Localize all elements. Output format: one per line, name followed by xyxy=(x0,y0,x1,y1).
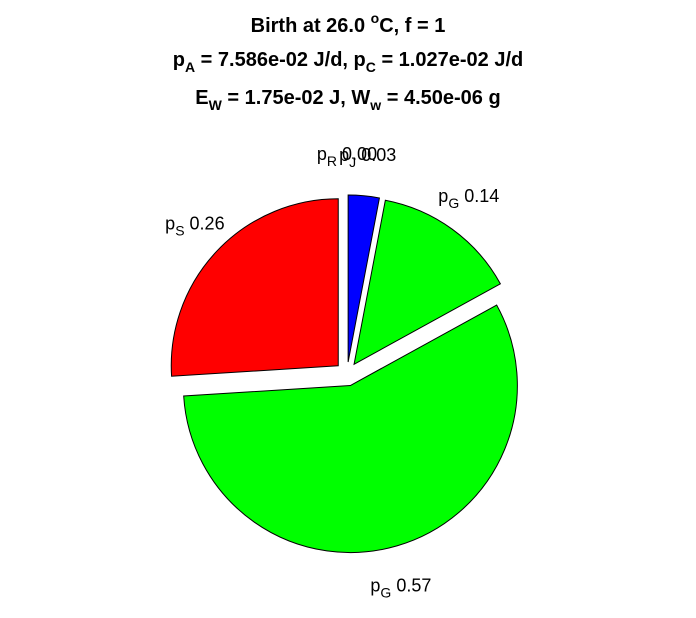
pie-slice-pj-0 xyxy=(347,194,381,363)
title-line-2: pA = 7.586e-02 J/d, pC = 1.027e-02 J/d xyxy=(173,49,523,75)
pie-label-pg-1: pG 0.14 xyxy=(438,186,499,211)
pie-slice-pg-2 xyxy=(183,304,518,553)
pie-slice-pg-1 xyxy=(353,199,502,366)
pie-label-pj-0: pJ 0.03 xyxy=(339,145,396,170)
title-line-1: Birth at 26.0 oC, f = 1 xyxy=(251,10,446,37)
pie-slices xyxy=(170,194,518,553)
pie-slice-ps-3 xyxy=(170,198,339,377)
pie-label-ps-3: pS 0.26 xyxy=(165,213,224,238)
pie-labels: pJ 0.03 pG 0.14 pG 0.57 pS 0.26 pR 0.00 xyxy=(165,144,499,600)
pie-label-pr-4: pR 0.00 xyxy=(317,144,377,169)
chart-title: Birth at 26.0 oC, f = 1 pA = 7.586e-02 J/… xyxy=(173,10,523,113)
pie-label-pg-2: pG 0.57 xyxy=(370,575,431,600)
title-line-3: EW = 1.75e-02 J, Ww = 4.50e-06 g xyxy=(195,87,500,113)
